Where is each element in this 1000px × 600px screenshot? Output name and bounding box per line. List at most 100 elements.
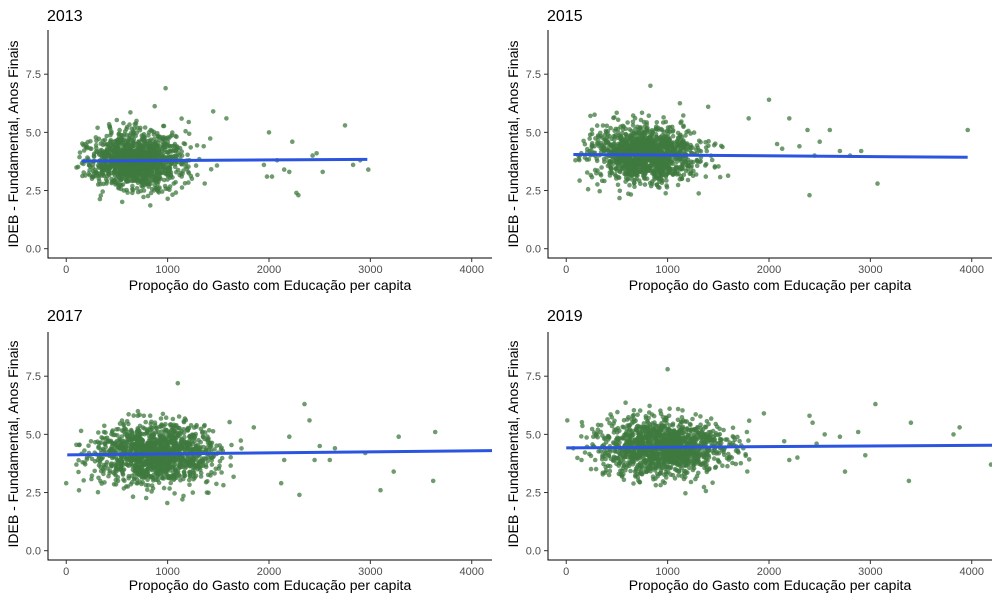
data-point [589, 174, 595, 180]
data-point [287, 434, 292, 440]
data-point [127, 177, 133, 182]
data-point [626, 191, 631, 196]
data-point [174, 423, 179, 428]
data-point [186, 448, 191, 453]
data-point [125, 172, 131, 178]
data-point [605, 129, 611, 134]
data-point [630, 144, 635, 149]
x-tick-label: 2000 [757, 264, 781, 276]
data-point [177, 152, 182, 158]
data-point [652, 465, 658, 471]
data-point [584, 170, 590, 175]
data-point [163, 415, 169, 421]
data-point [657, 173, 662, 179]
data-point [779, 146, 785, 151]
data-point [179, 185, 185, 190]
data-point [698, 414, 703, 419]
data-point [209, 470, 214, 475]
data-point [577, 157, 582, 163]
panel-2017: 2017 IDEB - Fundamental, Anos Finais Pro… [5, 308, 492, 593]
data-point [327, 457, 333, 463]
data-point [100, 189, 105, 194]
data-point [675, 182, 681, 188]
data-point [797, 144, 802, 149]
y-tick-label: 7.5 [26, 371, 41, 383]
data-point [264, 174, 270, 179]
data-point [172, 148, 177, 154]
data-point [251, 425, 257, 430]
data-point [96, 136, 102, 142]
data-point [618, 158, 624, 164]
data-point [598, 422, 604, 428]
data-point [650, 168, 655, 174]
data-point [172, 141, 178, 147]
data-point [725, 463, 730, 469]
data-point [652, 175, 657, 180]
data-point [694, 158, 700, 163]
data-point [112, 461, 117, 467]
data-point [181, 493, 186, 499]
data-point [710, 480, 715, 486]
data-point [174, 134, 179, 140]
data-point [188, 456, 193, 461]
data-point [677, 101, 683, 106]
data-point [585, 186, 591, 192]
data-point [77, 150, 83, 155]
data-point [598, 130, 603, 136]
data-point [677, 165, 682, 171]
data-point [143, 495, 149, 501]
data-point [149, 474, 154, 480]
data-point [589, 142, 595, 148]
data-point [116, 174, 122, 180]
data-point [178, 477, 183, 483]
data-point [101, 471, 106, 477]
data-point [163, 427, 169, 433]
data-point [689, 165, 694, 170]
data-point [827, 127, 833, 133]
data-point [687, 147, 693, 153]
data-point [152, 141, 157, 147]
data-point [145, 145, 150, 150]
data-point [588, 466, 594, 472]
data-point [231, 474, 236, 480]
data-point [634, 143, 639, 149]
data-point [170, 416, 176, 422]
scatter-points [565, 366, 992, 496]
data-point [170, 130, 175, 135]
data-point [281, 167, 287, 172]
data-point [612, 172, 618, 177]
data-point [679, 143, 684, 148]
data-point [637, 408, 643, 413]
data-point [589, 131, 595, 137]
data-point [683, 491, 688, 496]
data-point [595, 168, 600, 173]
data-point [181, 469, 187, 475]
data-point [77, 154, 82, 160]
data-point [95, 125, 100, 131]
data-point [192, 439, 197, 444]
data-point [625, 156, 631, 162]
data-point [683, 133, 688, 138]
data-point [720, 144, 725, 150]
data-point [109, 180, 114, 186]
data-point [703, 174, 709, 179]
data-point [156, 147, 162, 153]
data-point [148, 203, 153, 208]
data-point [160, 411, 166, 417]
data-point [608, 412, 613, 417]
data-point [178, 458, 183, 464]
data-point [614, 160, 620, 165]
y-axis-title: IDEB - Fundamental, Anos Finais [5, 341, 21, 548]
data-point [713, 431, 719, 436]
data-point [858, 148, 864, 154]
data-point [120, 147, 125, 153]
x-tick-label: 4000 [459, 566, 483, 578]
data-point [166, 442, 171, 448]
data-point [817, 139, 822, 144]
data-point [214, 481, 219, 487]
data-point [627, 182, 632, 188]
data-point [641, 130, 647, 135]
data-point [630, 119, 636, 125]
data-point [88, 439, 94, 444]
data-point [635, 124, 640, 130]
